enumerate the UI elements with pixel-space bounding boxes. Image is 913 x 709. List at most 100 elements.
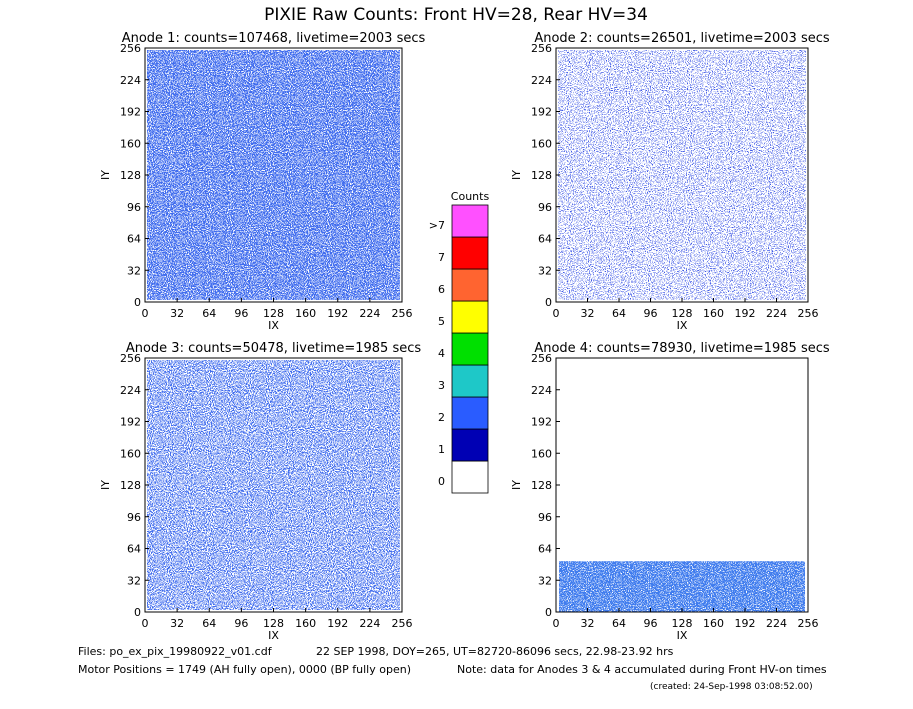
y-tick-label: 0 — [134, 606, 141, 619]
x-axis-label: IX — [268, 629, 279, 642]
y-tick-label: 96 — [127, 201, 141, 214]
x-tick-label: 96 — [234, 307, 248, 320]
y-tick-label: 192 — [120, 106, 141, 119]
x-tick-label: 0 — [142, 307, 149, 320]
colorbar-swatch — [451, 364, 489, 398]
x-tick-label: 96 — [234, 617, 248, 630]
y-tick-label: 32 — [538, 574, 552, 587]
colorbar-title: Counts — [451, 190, 490, 203]
y-tick-label: 192 — [531, 416, 552, 429]
colorbar-label: >7 — [429, 219, 445, 232]
x-tick-label: 192 — [735, 307, 756, 320]
x-tick-label: 224 — [359, 307, 380, 320]
y-tick-label: 32 — [127, 574, 141, 587]
x-tick-label: 32 — [170, 307, 184, 320]
panel-title: Anode 2: counts=26501, livetime=2003 sec… — [534, 31, 830, 46]
y-tick-label: 224 — [120, 384, 141, 397]
y-axis-label: IY — [510, 170, 523, 180]
x-tick-label: 224 — [359, 617, 380, 630]
x-tick-label: 96 — [644, 617, 658, 630]
colorbar-label: 6 — [438, 283, 445, 296]
y-tick-label: 160 — [120, 447, 141, 460]
y-axis-label: IY — [99, 170, 112, 180]
colorbar-label: 7 — [438, 251, 445, 264]
colorbar-label: 5 — [438, 315, 445, 328]
y-tick-label: 128 — [120, 169, 141, 182]
colorbar-swatch — [451, 332, 489, 366]
y-axis-label: IY — [99, 480, 112, 490]
x-tick-label: 160 — [703, 307, 724, 320]
counts-texture — [147, 50, 400, 300]
x-tick-label: 128 — [263, 307, 284, 320]
y-tick-label: 224 — [531, 74, 552, 87]
colorbar-swatch — [451, 204, 489, 238]
y-tick-label: 256 — [531, 42, 552, 55]
y-axis-label: IY — [510, 480, 523, 490]
x-tick-label: 160 — [703, 617, 724, 630]
y-tick-label: 32 — [127, 264, 141, 277]
x-tick-label: 0 — [553, 617, 560, 630]
y-tick-label: 128 — [120, 479, 141, 492]
x-tick-label: 224 — [766, 307, 787, 320]
footer-created: (created: 24-Sep-1998 03:08:52.00) — [650, 682, 813, 692]
x-tick-label: 160 — [295, 307, 316, 320]
footer-date: 22 SEP 1998, DOY=265, UT=82720-86096 sec… — [316, 645, 674, 658]
colorbar-swatch — [451, 396, 489, 430]
y-tick-label: 0 — [134, 296, 141, 309]
x-tick-label: 32 — [581, 617, 595, 630]
x-axis-label: IX — [677, 629, 688, 642]
x-tick-label: 128 — [672, 617, 693, 630]
y-tick-label: 0 — [545, 606, 552, 619]
x-axis-label: IX — [268, 319, 279, 332]
y-tick-label: 0 — [545, 296, 552, 309]
colorbar-label: 1 — [438, 443, 445, 456]
panel-title: Anode 3: counts=50478, livetime=1985 sec… — [126, 341, 422, 356]
x-tick-label: 128 — [672, 307, 693, 320]
counts-texture — [147, 360, 400, 610]
y-tick-label: 64 — [538, 233, 552, 246]
figure-title: PIXIE Raw Counts: Front HV=28, Rear HV=3… — [264, 5, 648, 25]
y-tick-label: 256 — [120, 42, 141, 55]
x-tick-label: 256 — [798, 617, 819, 630]
x-tick-label: 256 — [798, 307, 819, 320]
y-tick-label: 160 — [531, 137, 552, 150]
panel-title: Anode 4: counts=78930, livetime=1985 sec… — [534, 341, 830, 356]
y-tick-label: 128 — [531, 169, 552, 182]
colorbar-swatch — [451, 236, 489, 270]
x-tick-label: 64 — [612, 617, 626, 630]
x-tick-label: 224 — [766, 617, 787, 630]
y-tick-label: 96 — [538, 201, 552, 214]
y-tick-label: 224 — [531, 384, 552, 397]
x-tick-label: 64 — [202, 307, 216, 320]
x-tick-label: 64 — [202, 617, 216, 630]
footer-motor: Motor Positions = 1749 (AH fully open), … — [78, 663, 411, 676]
colorbar-label: 4 — [438, 347, 445, 360]
x-tick-label: 192 — [327, 307, 348, 320]
x-tick-label: 192 — [735, 617, 756, 630]
y-tick-label: 64 — [127, 233, 141, 246]
colorbar-label: 2 — [438, 411, 445, 424]
x-tick-label: 256 — [392, 307, 413, 320]
x-tick-label: 192 — [327, 617, 348, 630]
y-tick-label: 64 — [538, 543, 552, 556]
colorbar-swatch — [451, 268, 489, 302]
footer-files: Files: po_ex_pix_19980922_v01.cdf — [78, 645, 273, 658]
colorbar-label: 0 — [438, 475, 445, 488]
y-tick-label: 256 — [531, 352, 552, 365]
y-tick-label: 160 — [531, 447, 552, 460]
colorbar-label: 3 — [438, 379, 445, 392]
x-tick-label: 64 — [612, 307, 626, 320]
footer-note: Note: data for Anodes 3 & 4 accumulated … — [457, 663, 827, 676]
y-tick-label: 160 — [120, 137, 141, 150]
y-tick-label: 192 — [531, 106, 552, 119]
y-tick-label: 96 — [127, 511, 141, 524]
y-tick-label: 96 — [538, 511, 552, 524]
y-tick-label: 224 — [120, 74, 141, 87]
colorbar-swatch — [451, 300, 489, 334]
x-tick-label: 32 — [581, 307, 595, 320]
colorbar-swatch — [451, 428, 489, 462]
panel-title: Anode 1: counts=107468, livetime=2003 se… — [122, 31, 426, 46]
x-tick-label: 128 — [263, 617, 284, 630]
